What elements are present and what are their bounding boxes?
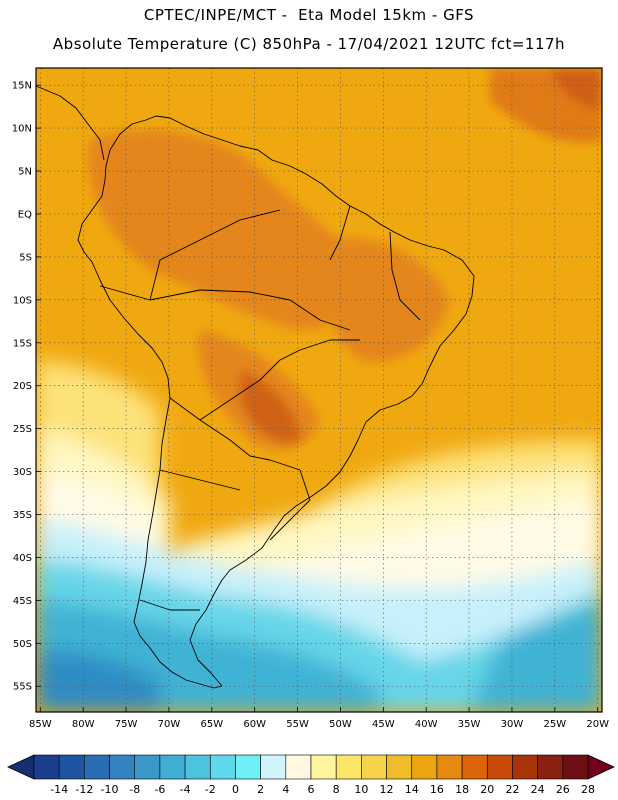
colorbar-label: 16 <box>430 783 444 796</box>
colorbar-swatch <box>235 754 261 780</box>
colorbar-label: 22 <box>505 783 519 796</box>
colorbar-swatch <box>58 754 85 780</box>
colorbar-swatch <box>411 754 438 780</box>
latitude-label: 35S <box>13 510 32 521</box>
longitude-label: 50W <box>329 719 352 730</box>
latitude-label: EQ <box>18 209 32 220</box>
longitude-label: 20W <box>586 719 609 730</box>
colorbar-left-arrow <box>7 754 35 780</box>
colorbar-label: 8 <box>333 783 340 796</box>
colorbar-swatch <box>84 754 110 780</box>
colorbar-label: 12 <box>380 783 394 796</box>
graticule-grid <box>36 68 602 712</box>
colorbar-swatch <box>436 754 463 780</box>
latitude-label: 10N <box>12 124 32 135</box>
colorbar-swatch <box>386 754 413 780</box>
latitude-labels: 15N 10N 5N EQ 5S 10S 15S 20S 25S 30S 35S 40S 45S 50S 5… <box>12 81 41 693</box>
colorbar-swatch <box>512 754 538 780</box>
colorbar-label: 26 <box>556 783 570 796</box>
colorbar-label: -4 <box>180 783 191 796</box>
colorbar-swatch <box>33 754 60 780</box>
longitude-label: 45W <box>372 719 395 730</box>
colorbar-label: 4 <box>282 783 289 796</box>
latitude-label: 10S <box>13 295 32 306</box>
latitude-label: 5S <box>19 252 32 263</box>
colorbar-label: 10 <box>354 783 368 796</box>
coastline-and-borders <box>35 85 475 689</box>
latitude-label: 50S <box>13 639 32 650</box>
latitude-label: 55S <box>13 682 32 693</box>
latitude-label: 45S <box>13 596 32 607</box>
colorbar-swatch <box>209 754 236 780</box>
colorbar-label: -2 <box>205 783 216 796</box>
latitude-label: 40S <box>13 553 32 564</box>
longitude-label: 75W <box>115 719 138 730</box>
longitude-label: 30W <box>501 719 524 730</box>
colorbar-swatch <box>134 754 161 780</box>
colorbar-swatch <box>335 754 362 780</box>
colorbar-swatch <box>260 754 287 780</box>
colorbar-label: 20 <box>480 783 494 796</box>
colorbar-label: 18 <box>455 783 469 796</box>
colorbar-swatch <box>184 754 211 780</box>
longitude-label: 40W <box>415 719 438 730</box>
latitude-label: 20S <box>13 381 32 392</box>
colorbar-swatch <box>537 754 564 780</box>
temperature-field <box>36 68 602 712</box>
colorbar-label: 28 <box>581 783 595 796</box>
longitude-labels: 85W 80W 75W 70W 65W 60W 55W 50W 45W 40W 35W 30W 25W 2… <box>29 707 609 730</box>
colorbar: -14 -12 -10 -8 -6 -4 -2 0 2 4 6 8 10 12 14 16 18 20 22 24 26… <box>7 754 615 796</box>
colorbar-label: -10 <box>101 783 119 796</box>
longitude-label: 80W <box>72 719 95 730</box>
longitude-label: 25W <box>544 719 567 730</box>
latitude-label: 15N <box>12 81 32 92</box>
colorbar-swatch <box>159 754 186 780</box>
longitude-label: 55W <box>286 719 309 730</box>
colorbar-label: -6 <box>154 783 165 796</box>
latitude-label: 15S <box>13 338 32 349</box>
latitude-label: 25S <box>13 424 32 435</box>
longitude-label: 35W <box>458 719 481 730</box>
colorbar-label: 24 <box>531 783 545 796</box>
colorbar-label: 0 <box>232 783 239 796</box>
colorbar-label: -8 <box>129 783 140 796</box>
colorbar-swatch <box>486 754 513 780</box>
longitude-label: 70W <box>158 719 181 730</box>
latitude-label: 30S <box>13 467 32 478</box>
colorbar-swatch <box>562 754 589 780</box>
longitude-label: 65W <box>200 719 223 730</box>
colorbar-swatch <box>109 754 136 780</box>
colorbar-label: 2 <box>257 783 264 796</box>
map-title-line2: Absolute Temperature (C) 850hPa - 17/04/… <box>52 35 566 53</box>
colorbar-swatch <box>285 754 312 780</box>
colorbar-swatch <box>461 754 488 780</box>
colorbar-label: 14 <box>405 783 419 796</box>
colorbar-right-arrow <box>587 754 615 780</box>
longitude-label: 60W <box>243 719 266 730</box>
colorbar-swatch <box>310 754 337 780</box>
longitude-label: 85W <box>29 719 52 730</box>
map-title-line1: CPTEC/INPE/MCT - Eta Model 15km - GFS <box>143 6 475 24</box>
colorbar-swatch <box>361 754 387 780</box>
colorbar-label: -14 <box>50 783 68 796</box>
latitude-label: 5N <box>18 167 32 178</box>
colorbar-label: 6 <box>308 783 315 796</box>
map-frame <box>35 67 603 713</box>
colorbar-label: -12 <box>75 783 93 796</box>
